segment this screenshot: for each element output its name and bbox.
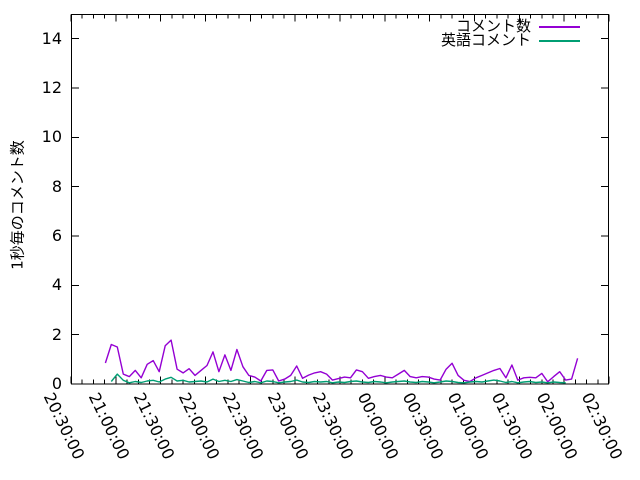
y-tick-label: 0 xyxy=(51,374,62,393)
axis-ticks xyxy=(70,14,610,385)
y-tick-label: 2 xyxy=(51,324,62,344)
plot-border xyxy=(71,14,609,385)
y-axis-title: 1秒毎のコメント数 xyxy=(8,140,27,270)
series-line-1 xyxy=(110,373,566,384)
y-tick-label: 6 xyxy=(51,226,62,245)
y-tick-label: 12 xyxy=(41,78,62,97)
y-tick-label: 8 xyxy=(51,176,62,196)
series-lines xyxy=(104,339,579,384)
y-tick-label: 4 xyxy=(51,275,62,295)
series-line-0 xyxy=(104,339,579,383)
y-tick-label: 14 xyxy=(41,28,62,48)
y-tick-label: 10 xyxy=(41,127,62,147)
